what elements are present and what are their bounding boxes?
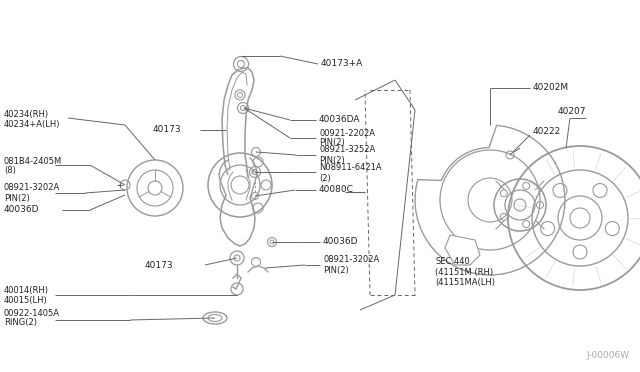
Polygon shape xyxy=(445,235,480,265)
Text: 40207: 40207 xyxy=(558,108,586,116)
Text: (41151M (RH): (41151M (RH) xyxy=(435,267,493,276)
Text: 40080C: 40080C xyxy=(319,186,354,195)
Text: (41151MA(LH): (41151MA(LH) xyxy=(435,278,495,286)
Text: 08921-3252A: 08921-3252A xyxy=(319,145,375,154)
Text: J-00006W: J-00006W xyxy=(587,351,630,360)
Text: 40014(RH): 40014(RH) xyxy=(4,285,49,295)
Text: 08921-3202A: 08921-3202A xyxy=(323,256,380,264)
Text: 00922-1405A: 00922-1405A xyxy=(4,310,60,318)
Text: PIN(2): PIN(2) xyxy=(4,193,29,202)
Text: (2): (2) xyxy=(319,173,331,183)
Text: SEC.440: SEC.440 xyxy=(435,257,470,266)
Text: 40036D: 40036D xyxy=(323,237,358,247)
Text: (8): (8) xyxy=(4,167,16,176)
Text: 40173: 40173 xyxy=(152,125,181,135)
Text: 40036D: 40036D xyxy=(4,205,40,215)
Text: 40202M: 40202M xyxy=(533,83,569,93)
Text: 40015(LH): 40015(LH) xyxy=(4,295,48,305)
Text: 40234+A(LH): 40234+A(LH) xyxy=(4,119,61,128)
Text: 40173: 40173 xyxy=(145,260,173,269)
Text: 40222: 40222 xyxy=(533,128,561,137)
Text: B: B xyxy=(250,170,254,174)
Text: 00921-2202A: 00921-2202A xyxy=(319,128,375,138)
Text: PIN(2): PIN(2) xyxy=(323,266,349,275)
Text: 40036DA: 40036DA xyxy=(319,115,360,125)
Text: PIN(2): PIN(2) xyxy=(319,155,345,164)
Text: 40234(RH): 40234(RH) xyxy=(4,109,49,119)
Text: RING(2): RING(2) xyxy=(4,318,37,327)
Text: 08921-3202A: 08921-3202A xyxy=(4,183,60,192)
Text: 081B4-2405M: 081B4-2405M xyxy=(4,157,62,166)
Text: N08911-6421A: N08911-6421A xyxy=(319,164,381,173)
Text: 40173+A: 40173+A xyxy=(321,60,364,68)
Text: PIN(2): PIN(2) xyxy=(319,138,345,148)
